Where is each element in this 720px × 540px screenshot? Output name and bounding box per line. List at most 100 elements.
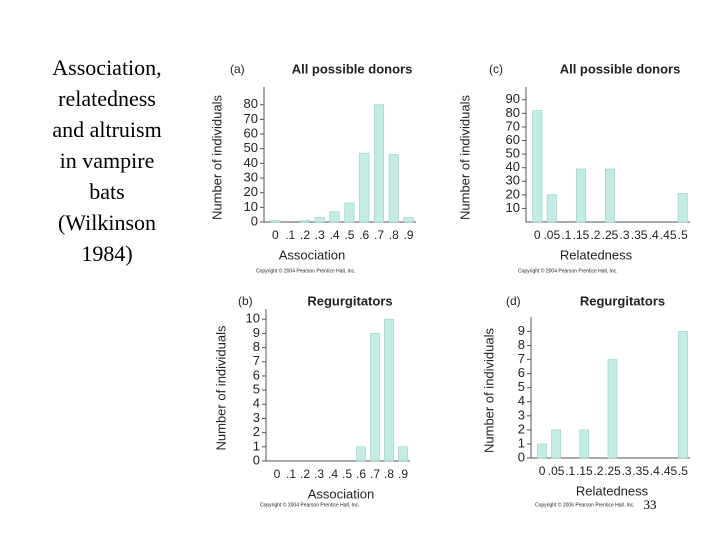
- y-tick-label: 30: [244, 169, 258, 184]
- x-tick-label: .9: [398, 467, 408, 481]
- y-tick-label: 5: [518, 379, 525, 394]
- y-tick-label: 0: [251, 213, 258, 228]
- x-tick-label: .05: [548, 464, 565, 478]
- x-tick-label: .05: [543, 228, 560, 242]
- y-tick-label: 70: [506, 118, 520, 133]
- y-tick-label: 50: [244, 140, 258, 155]
- bar: [546, 194, 557, 223]
- y-axis-label: Number of individuals: [457, 95, 472, 221]
- panel-label: (d): [506, 294, 521, 308]
- bar: [314, 217, 325, 223]
- y-tick-label: 3: [518, 407, 525, 422]
- x-tick-label: .15: [576, 464, 593, 478]
- x-tick-label: .7: [374, 228, 384, 242]
- copyright-note: Copyright © 2004 Pearson Prentice Hall, …: [518, 267, 618, 274]
- bar: [403, 217, 414, 223]
- y-tick-label: 0: [253, 452, 260, 467]
- y-axis-label: Number of individuals: [209, 95, 224, 221]
- y-tick-label: 6: [518, 365, 525, 380]
- slide-text-line: 1984): [81, 241, 132, 266]
- bar: [678, 331, 688, 459]
- y-tick-label: 90: [506, 91, 520, 106]
- chart-title: All possible donors: [292, 61, 413, 76]
- y-tick-label: 40: [506, 159, 520, 174]
- bar: [384, 318, 394, 462]
- y-tick-label: 9: [518, 323, 525, 338]
- y-tick-label: 10: [246, 311, 260, 326]
- x-tick-label: .25: [602, 228, 619, 242]
- bar: [356, 446, 366, 462]
- x-tick-label: .2: [590, 228, 600, 242]
- x-tick-label: .1: [561, 228, 571, 242]
- chart-title: All possible donors: [560, 61, 681, 76]
- x-tick-label: .1: [285, 228, 295, 242]
- y-tick-label: 70: [244, 111, 258, 126]
- slide-text-line: bats: [89, 179, 124, 204]
- y-tick-label: 6: [253, 367, 260, 382]
- bar: [359, 152, 370, 223]
- y-tick-label: 40: [244, 155, 258, 170]
- y-tick-label: 8: [253, 339, 260, 354]
- copyright-note: Copyright © 2004 Pearson Prentice Hall, …: [260, 501, 360, 508]
- x-tick-label: .1: [286, 467, 296, 481]
- chart-title: Regurgitators: [307, 293, 392, 308]
- x-tick-label: 0: [539, 464, 546, 478]
- bar: [677, 193, 688, 223]
- x-tick-label: .3: [622, 464, 632, 478]
- y-tick-label: 20: [506, 186, 520, 201]
- y-tick-label: 7: [253, 353, 260, 368]
- slide-text-line: (Wilkinson: [58, 210, 156, 235]
- x-tick-label: .35: [632, 464, 649, 478]
- x-tick-label: .45: [660, 228, 677, 242]
- panel-label: (c): [489, 62, 503, 76]
- slide-text-line: Association,: [52, 55, 161, 80]
- bar: [575, 168, 586, 223]
- x-tick-label: .15: [573, 228, 590, 242]
- copyright-note: Copyright © 2006 Pearson Prentice Hall, …: [535, 501, 635, 508]
- x-tick-label: .2: [593, 464, 603, 478]
- y-tick-label: 2: [253, 424, 260, 439]
- y-tick-label: 50: [506, 146, 520, 161]
- x-tick-label: .2: [300, 228, 310, 242]
- x-tick-label: .6: [359, 228, 369, 242]
- x-tick-label: .45: [661, 464, 678, 478]
- y-tick-label: 30: [506, 173, 520, 188]
- y-tick-label: 4: [518, 393, 525, 408]
- y-axis-label: Number of individuals: [213, 325, 228, 451]
- bar: [299, 220, 311, 223]
- x-tick-label: .5: [342, 467, 352, 481]
- slide-text-line: and altruism: [52, 117, 161, 142]
- slide-text-line: in vampire: [60, 148, 155, 173]
- bar: [605, 168, 615, 223]
- y-tick-label: 4: [253, 396, 260, 411]
- x-tick-label: .35: [631, 228, 648, 242]
- x-axis-label: Association: [279, 247, 345, 262]
- x-axis-label: Association: [308, 486, 374, 501]
- slide-text-line: relatedness: [58, 86, 156, 111]
- slide-text: Association, relatedness and altruism in va…: [52, 55, 161, 266]
- y-tick-label: 7: [518, 351, 525, 366]
- x-tick-label: .3: [620, 228, 630, 242]
- y-tick-label: 8: [518, 337, 525, 352]
- x-tick-label: .5: [344, 228, 354, 242]
- bar: [579, 429, 590, 459]
- bar: [537, 443, 547, 459]
- y-axis-label: Number of individuals: [481, 328, 496, 454]
- y-tick-label: 1: [518, 435, 525, 450]
- bar: [373, 104, 385, 223]
- y-tick-label: 10: [506, 200, 520, 215]
- y-tick-label: 10: [244, 199, 258, 214]
- x-tick-label: .1: [565, 464, 575, 478]
- x-tick-label: .6: [356, 467, 366, 481]
- x-tick-label: .5: [678, 464, 688, 478]
- x-tick-label: .4: [328, 467, 338, 481]
- bar: [270, 220, 281, 223]
- copyright-note: Copyright © 2004 Pearson Prentice Hall, …: [256, 267, 356, 274]
- x-tick-label: .4: [330, 228, 340, 242]
- x-tick-label: .25: [604, 464, 621, 478]
- x-axis-label: Relatedness: [576, 483, 649, 498]
- y-tick-label: 60: [506, 132, 520, 147]
- x-tick-label: .4: [649, 228, 659, 242]
- x-tick-label: 0: [274, 467, 281, 481]
